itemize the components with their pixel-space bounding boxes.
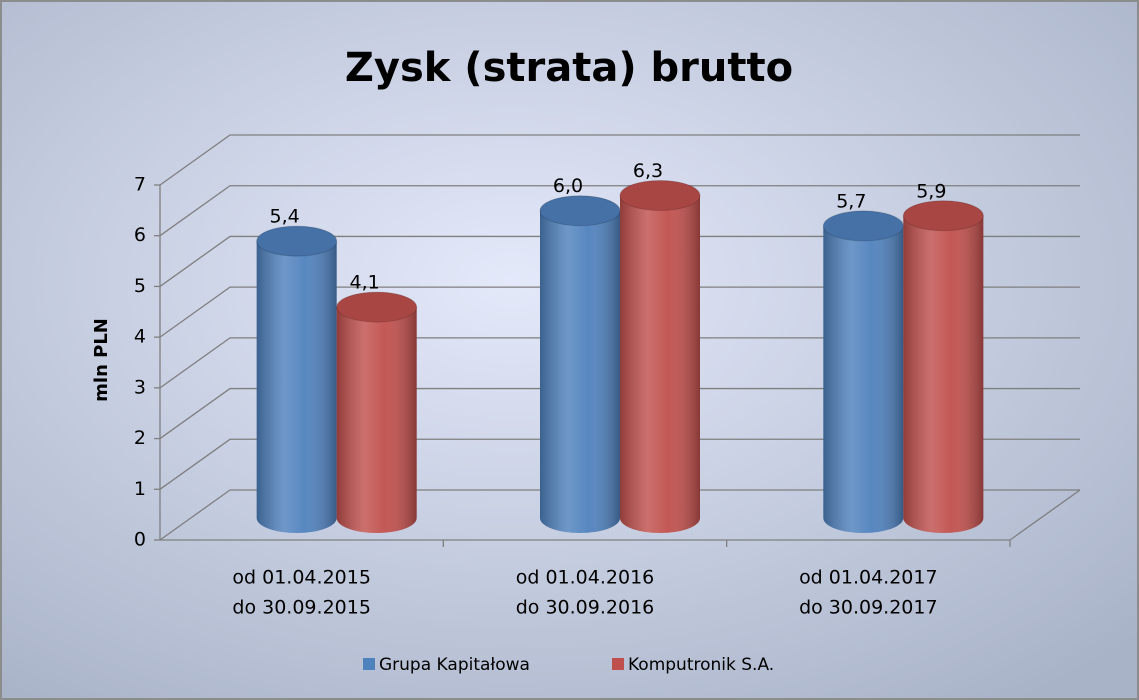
cylinder-top-shade [540, 195, 620, 226]
y-tick-label: 5 [134, 275, 146, 297]
legend-label: Grupa Kapitałowa [379, 655, 530, 675]
cylinder-shading [823, 225, 904, 534]
cylinder-shading [620, 195, 700, 533]
cylinder-shading [336, 307, 417, 534]
cylinder-top [256, 225, 338, 257]
legend-swatch [612, 658, 624, 670]
x-tick-label: od 01.04.2017 [799, 567, 938, 589]
cylinder-shading [903, 215, 984, 534]
y-tick-label: 6 [134, 224, 146, 246]
plot-area: 0 1 2 3 4 5 6 7 od 01.04.2015 do 30.09.2015 5,4 4,1… [134, 134, 1081, 675]
cylinder-top-shade [336, 292, 417, 323]
x-tick-label: do 30.09.2015 [232, 597, 371, 619]
grid-line [159, 438, 1080, 490]
y-tick-label: 7 [134, 174, 146, 196]
value-label: 6,3 [633, 160, 663, 182]
y-axis-label: mln PLN [91, 318, 112, 402]
cylinder-top-shade [823, 210, 904, 241]
grid-line [159, 337, 1080, 389]
grid-line [159, 387, 1080, 440]
value-label: 6,0 [553, 175, 583, 197]
cylinder-top-shade [903, 200, 984, 231]
legend-swatch [363, 658, 375, 670]
y-tick-label: 4 [134, 326, 146, 348]
y-tick-label: 2 [134, 427, 146, 449]
grid-line [159, 185, 1080, 237]
value-label: 5,9 [916, 180, 946, 202]
grid-line [159, 489, 1080, 541]
y-tick-label: 3 [134, 376, 146, 398]
cylinder-shading [540, 210, 620, 533]
y-tick-label: 0 [134, 529, 146, 551]
grid-line [159, 286, 1080, 338]
value-label: 5,7 [836, 190, 866, 212]
grid-line [159, 134, 1080, 186]
legend-label: Komputronik S.A. [628, 655, 774, 675]
cylinder-top [902, 200, 984, 232]
grid-line [159, 235, 1080, 287]
value-label: 5,4 [270, 206, 300, 228]
cylinder-shading [256, 241, 337, 534]
x-tick-label: od 01.04.2016 [516, 567, 655, 589]
x-tick-label: od 01.04.2015 [232, 567, 371, 589]
value-label: 4,1 [350, 272, 380, 294]
cylinder-top-shade [620, 180, 700, 211]
x-tick-label: do 30.09.2017 [799, 597, 938, 619]
y-tick-label: 1 [134, 478, 146, 500]
x-tick-label: do 30.09.2016 [516, 597, 655, 619]
cylinder-top [336, 291, 418, 323]
cylinder-top-shade [256, 226, 337, 257]
chart-title: Zysk (strata) brutto [345, 45, 793, 91]
cylinder-top [619, 180, 701, 211]
